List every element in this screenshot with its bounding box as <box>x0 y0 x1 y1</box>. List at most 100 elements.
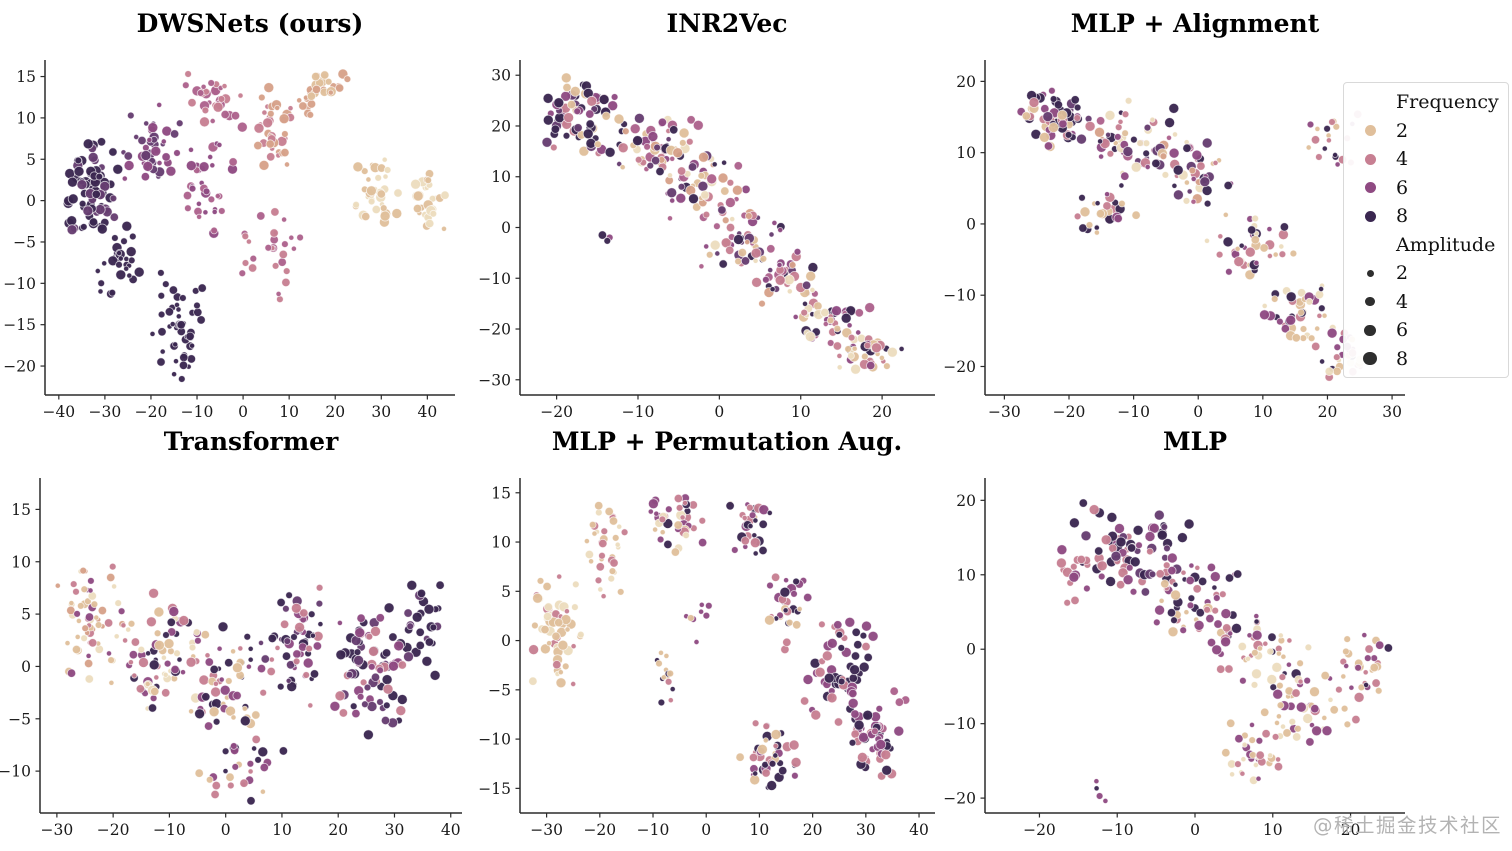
svg-text:−10: −10 <box>1117 403 1150 421</box>
amplitude-2-dot-icon <box>1366 269 1374 277</box>
subplot-3: −30 −20 −10 0 10 20 30 40 15 10 5 0 −5 −10 <box>0 478 462 839</box>
frequency-2-dot-icon <box>1364 125 1376 137</box>
legend-frequency-title: Frequency <box>1396 91 1499 114</box>
svg-text:10: 10 <box>956 566 976 584</box>
svg-text:10: 10 <box>491 534 511 552</box>
svg-text:0: 0 <box>701 821 711 839</box>
svg-text:5: 5 <box>501 583 511 601</box>
svg-text:0: 0 <box>221 821 231 839</box>
legend-item-frequency-8: 8 <box>1344 202 1508 231</box>
subplot-title-inr2vec: INR2Vec <box>666 9 788 38</box>
svg-text:−20: −20 <box>3 358 36 376</box>
legend-item-amplitude-4: 4 <box>1344 288 1508 317</box>
svg-text:−5: −5 <box>13 233 36 251</box>
svg-text:−20: −20 <box>943 358 976 376</box>
legend-item-amplitude-2: 2 <box>1344 259 1508 288</box>
svg-text:20: 20 <box>328 821 348 839</box>
legend-item-frequency-2: 2 <box>1344 117 1508 146</box>
svg-text:−30: −30 <box>478 371 511 389</box>
svg-text:10: 10 <box>11 553 31 571</box>
svg-text:10: 10 <box>750 821 770 839</box>
svg-text:−10: −10 <box>943 715 976 733</box>
svg-text:15: 15 <box>491 484 511 502</box>
subplot-title-mlp: MLP <box>1162 427 1228 456</box>
svg-text:0: 0 <box>966 641 976 659</box>
svg-text:40: 40 <box>441 821 461 839</box>
svg-text:0: 0 <box>26 192 36 210</box>
svg-text:20: 20 <box>956 73 976 91</box>
svg-text:−10: −10 <box>3 275 36 293</box>
subplot-title-transformer: Transformer <box>163 427 339 456</box>
svg-text:−30: −30 <box>530 821 563 839</box>
svg-text:20: 20 <box>325 403 345 421</box>
svg-text:10: 10 <box>491 168 511 186</box>
svg-text:30: 30 <box>385 821 405 839</box>
subplot-4: −30 −20 −10 0 10 20 30 40 15 10 5 0 −5 −10 −15 <box>478 478 935 839</box>
legend-item-amplitude-8: 8 <box>1344 345 1508 374</box>
amplitude-4-dot-icon <box>1365 297 1375 307</box>
svg-text:40: 40 <box>909 821 929 839</box>
scatter-points <box>62 68 450 383</box>
svg-text:−20: −20 <box>135 403 168 421</box>
svg-text:−40: −40 <box>42 403 75 421</box>
svg-text:20: 20 <box>491 117 511 135</box>
frequency-8-dot-icon <box>1364 210 1376 222</box>
svg-text:0: 0 <box>714 403 724 421</box>
svg-text:−10: −10 <box>478 270 511 288</box>
svg-text:0: 0 <box>238 403 248 421</box>
svg-text:0: 0 <box>966 215 976 233</box>
frequency-4-dot-icon <box>1364 153 1376 165</box>
svg-text:0: 0 <box>501 219 511 237</box>
legend-item-frequency-6: 6 <box>1344 174 1508 203</box>
svg-text:−20: −20 <box>478 321 511 339</box>
scatter-points <box>1056 498 1394 804</box>
svg-text:30: 30 <box>856 821 876 839</box>
svg-text:−15: −15 <box>3 316 36 334</box>
svg-text:−5: −5 <box>488 681 511 699</box>
svg-text:−10: −10 <box>153 821 186 839</box>
svg-text:−20: −20 <box>97 821 130 839</box>
svg-text:0: 0 <box>1190 821 1200 839</box>
legend-amplitude-header: Amplitude <box>1344 231 1508 260</box>
svg-text:−10: −10 <box>1101 821 1134 839</box>
scatter-points <box>528 493 911 791</box>
svg-text:0: 0 <box>1193 403 1203 421</box>
svg-text:10: 10 <box>1253 403 1273 421</box>
frequency-6-dot-icon <box>1364 182 1376 194</box>
subplot-0: −40 −30 −20 −10 0 10 20 30 40 15 10 5 0 −5 −10 −15 −20 <box>3 60 455 421</box>
svg-text:30: 30 <box>371 403 391 421</box>
subplot-5: −20 −10 0 10 20 20 10 0 −10 −20 <box>943 478 1405 839</box>
svg-text:0: 0 <box>21 658 31 676</box>
svg-text:−30: −30 <box>41 821 74 839</box>
svg-text:−10: −10 <box>943 287 976 305</box>
svg-text:−20: −20 <box>943 790 976 808</box>
svg-text:20: 20 <box>872 403 892 421</box>
svg-text:20: 20 <box>803 821 823 839</box>
scatter-points <box>1016 86 1365 382</box>
svg-text:15: 15 <box>16 68 36 86</box>
svg-text:40: 40 <box>417 403 437 421</box>
watermark: @稀土掘金技术社区 <box>1312 814 1502 837</box>
amplitude-6-dot-icon <box>1364 324 1376 336</box>
subplot-title-dwsnets: DWSNets (ours) <box>136 9 364 38</box>
scatter-points <box>54 562 445 806</box>
svg-text:−10: −10 <box>0 763 31 781</box>
svg-text:−30: −30 <box>988 403 1021 421</box>
svg-text:−20: −20 <box>540 403 573 421</box>
legend-item-amplitude-6: 6 <box>1344 316 1508 345</box>
svg-text:−20: −20 <box>1053 403 1086 421</box>
svg-text:−10: −10 <box>622 403 655 421</box>
svg-text:0: 0 <box>501 632 511 650</box>
svg-text:10: 10 <box>956 144 976 162</box>
svg-text:10: 10 <box>16 109 36 127</box>
svg-text:20: 20 <box>1341 821 1361 839</box>
svg-text:20: 20 <box>956 492 976 510</box>
subplot-1: −20 −10 0 10 20 30 20 10 0 −10 −20 −30 <box>478 60 935 421</box>
legend-amplitude-title: Amplitude <box>1396 233 1496 256</box>
svg-text:30: 30 <box>491 67 511 85</box>
scatter-points <box>541 72 905 375</box>
legend: Frequency 2 4 6 8 Amplitude 2 4 <box>1343 82 1509 378</box>
svg-text:5: 5 <box>26 151 36 169</box>
svg-text:10: 10 <box>791 403 811 421</box>
